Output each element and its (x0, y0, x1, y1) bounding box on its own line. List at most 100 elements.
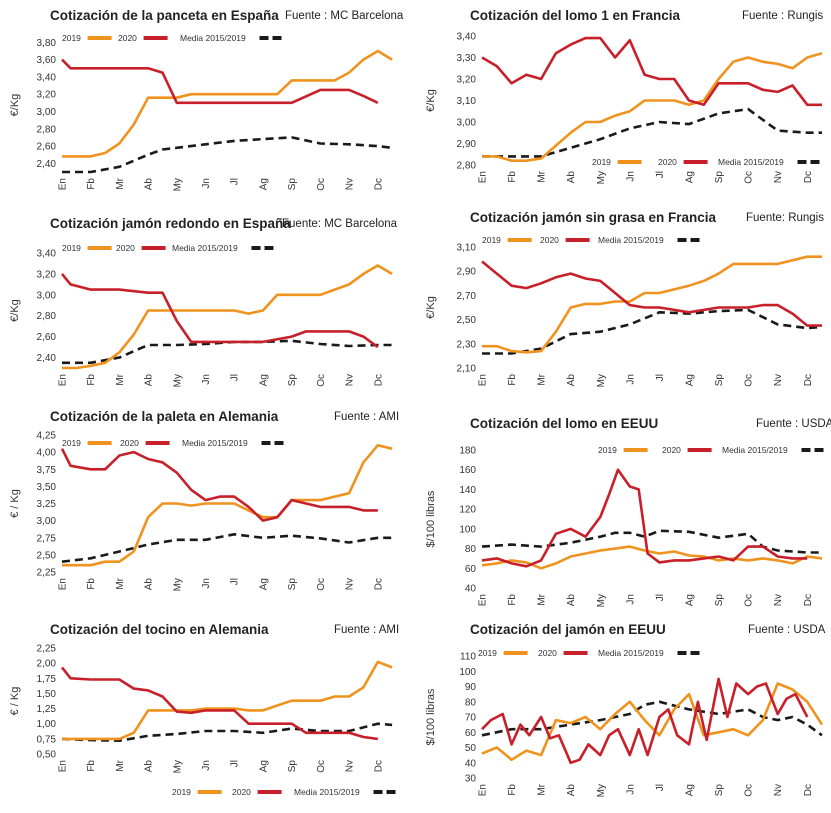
legend-label: 2019 (598, 445, 617, 455)
x-tick-label: Sp (714, 374, 725, 387)
chart-title: Cotización de la paleta en Alemania (50, 409, 279, 424)
x-tick-label: Jl (230, 578, 241, 585)
x-tick-label: Mr (537, 783, 548, 795)
chart-source: Fuente: MC Barcelona (282, 218, 398, 230)
x-tick-label: Fb (86, 178, 97, 190)
y-tick-label: 3,00 (37, 516, 57, 527)
y-tick-label: 80 (465, 697, 477, 708)
chart-panel: Cotización del lomo 1 en Francia Fuente :… (420, 0, 831, 205)
y-tick-label: 80 (465, 544, 477, 555)
chart-svg: 2,40 2,60 2,80 3,00 3,20 3,40 3,60 3,80 En Fb Mr Ab… (9, 33, 393, 191)
x-tick-label: Sp (287, 178, 298, 191)
x-tick-label: My (596, 171, 607, 184)
x-tick-label: Ag (684, 374, 695, 386)
series-line-2020 (481, 677, 809, 765)
y-tick-label: 3,50 (37, 482, 57, 493)
x-tick-label: Fb (86, 578, 97, 590)
y-axis-label: $/100 libras (425, 490, 437, 547)
legend-label: 2020 (538, 648, 557, 658)
y-tick-label: 50 (465, 743, 477, 754)
series-line-media-2015-2019 (482, 107, 822, 158)
y-tick-label: 100 (459, 524, 476, 535)
y-tick-label: 0,75 (37, 734, 57, 745)
legend-label: Media 2015/2019 (294, 787, 360, 797)
x-tick-label: Ag (684, 594, 695, 606)
series-line-2019 (481, 545, 823, 570)
chart-source: Fuente : AMI (334, 624, 400, 636)
legend-label: Media 2015/2019 (598, 648, 664, 658)
x-tick-label: Sp (714, 784, 725, 797)
x-tick-label: Jn (625, 594, 636, 605)
y-tick-label: 60 (465, 564, 477, 575)
series-line-2019 (62, 264, 393, 370)
y-axis-label: €/Kg (9, 94, 21, 117)
series-line-2019 (481, 682, 824, 761)
y-tick-label: 2,50 (37, 550, 57, 561)
y-tick-label: 3,00 (457, 118, 477, 129)
chart-source: Fuente : AMI (334, 411, 400, 423)
y-tick-label: 3,20 (37, 269, 57, 280)
x-tick-label: Jn (201, 578, 212, 589)
chart-source: Fuente : USDA (748, 624, 826, 636)
chart-source: Fuente : Rungis (742, 10, 824, 22)
x-tick-label: Ab (566, 374, 577, 387)
chart-panel: Cotización de la paleta en Alemania Fuent… (0, 405, 410, 615)
x-tick-label: Dc (373, 578, 384, 590)
chart-svg: 2,10 2,30 2,50 2,70 2,90 3,10 En Fb Mr Ab My Jn Jl Ag… (425, 235, 823, 387)
x-tick-label: My (172, 578, 183, 591)
y-axis-label: € / Kg (9, 489, 21, 518)
y-tick-label: 2,30 (457, 339, 477, 350)
chart-title: Cotización jamón redondo en España (50, 216, 291, 231)
series-line-2019 (62, 660, 393, 741)
series-line-2020 (60, 448, 378, 522)
y-tick-label: 3,10 (457, 243, 477, 254)
x-tick-label: En (58, 578, 69, 590)
chart-title: Cotización del lomo 1 en Francia (470, 8, 681, 23)
y-tick-label: 1,75 (37, 674, 57, 685)
y-tick-label: 2,60 (37, 142, 57, 153)
y-tick-label: 60 (465, 728, 477, 739)
x-tick-label: Oc (744, 784, 755, 797)
x-tick-label: Jn (201, 760, 212, 771)
y-tick-label: 180 (459, 446, 476, 457)
chart-source: Fuente : USDA (756, 418, 831, 430)
y-axis-label: € / Kg (9, 687, 21, 716)
x-tick-label: Dc (373, 178, 384, 190)
x-tick-label: Dc (803, 784, 814, 796)
y-tick-label: 3,20 (457, 75, 477, 86)
x-tick-label: Fb (507, 784, 518, 796)
x-tick-label: Oc (744, 374, 755, 387)
x-tick-label: Fb (86, 760, 97, 772)
y-tick-label: 4,25 (37, 431, 57, 442)
legend-label: 2019 (592, 157, 611, 167)
y-tick-label: 140 (459, 485, 476, 496)
series-line-2020 (481, 260, 822, 327)
chart-svg: 30 40 50 60 70 80 90 100 110 En Fb Mr Ab My Jn Jl Ag Sp Oc… (425, 648, 824, 797)
x-tick-label: Oc (744, 594, 755, 607)
y-tick-label: 4,00 (37, 448, 57, 459)
x-tick-label: Mr (537, 373, 548, 385)
x-tick-label: En (58, 760, 69, 772)
chart-svg: 2,25 2,50 2,75 3,00 3,25 3,50 3,75 4,00 4,25 En Fb… (9, 431, 393, 591)
chart-panel: Cotización jamón sin grasa en Francia Fue… (420, 205, 831, 405)
y-tick-label: 2,40 (37, 353, 57, 364)
y-tick-label: 2,10 (457, 364, 477, 375)
legend-label: 2019 (172, 787, 191, 797)
chart-title: Cotización del jamón en EEUU (470, 622, 666, 637)
y-axis-label: €/Kg (425, 296, 437, 319)
x-tick-label: My (172, 760, 183, 773)
legend-label: Media 2015/2019 (172, 243, 238, 253)
y-tick-label: 3,00 (37, 107, 57, 118)
chart-panel: Cotización del tocino en Alemania Fuente … (0, 618, 410, 813)
x-tick-label: Oc (316, 760, 327, 773)
x-tick-label: My (172, 178, 183, 191)
x-tick-label: My (596, 594, 607, 607)
x-tick-label: Dc (803, 171, 814, 183)
chart-svg: 0,50 0,75 1,00 1,25 1,50 1,75 2,00 2,25 En Fb Mr Ab… (9, 644, 398, 797)
x-tick-label: En (478, 171, 489, 183)
x-tick-label: Ag (258, 374, 269, 386)
y-tick-label: 1,00 (37, 719, 57, 730)
legend-label: 2019 (62, 243, 81, 253)
x-tick-label: Dc (373, 374, 384, 386)
y-tick-label: 3,30 (457, 53, 477, 64)
